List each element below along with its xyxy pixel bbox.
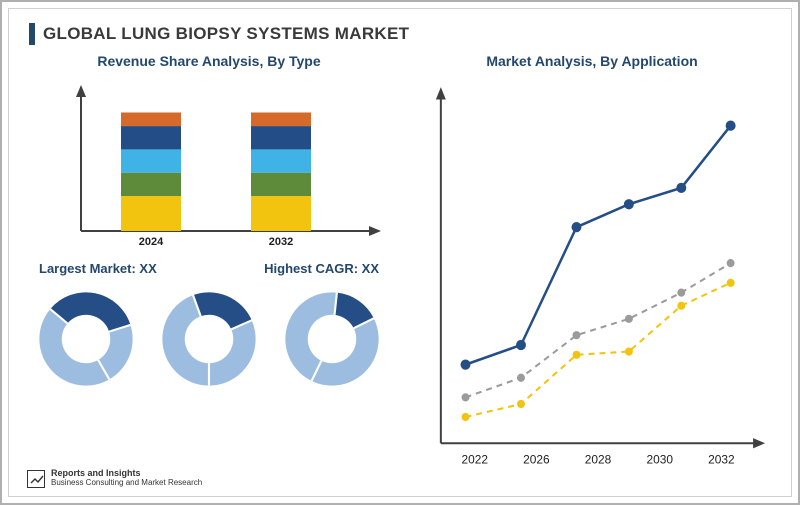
line-chart-heading: Market Analysis, By Application bbox=[413, 53, 771, 69]
donut-chart-3 bbox=[279, 286, 385, 392]
logo-sub: Business Consulting and Market Research bbox=[51, 478, 202, 487]
svg-text:2032: 2032 bbox=[269, 236, 293, 248]
content-grid: Revenue Share Analysis, By Type 2024 2032… bbox=[29, 53, 771, 478]
left-panel: Revenue Share Analysis, By Type 2024 2032… bbox=[29, 53, 389, 478]
bar-chart-heading: Revenue Share Analysis, By Type bbox=[29, 53, 389, 69]
svg-text:2024: 2024 bbox=[139, 236, 164, 248]
footer-logo: Reports and Insights Business Consulting… bbox=[27, 469, 202, 488]
page-frame-inner: GLOBAL LUNG BIOPSY SYSTEMS MARKET Revenu… bbox=[8, 8, 792, 497]
kpi-row: Largest Market: XX Highest CAGR: XX bbox=[29, 261, 389, 276]
page-title: GLOBAL LUNG BIOPSY SYSTEMS MARKET bbox=[43, 24, 409, 44]
donut-row bbox=[29, 286, 389, 392]
right-panel: Market Analysis, By Application 2022 2026… bbox=[413, 53, 771, 478]
stacked-bar-chart: 2024 2032 bbox=[29, 75, 389, 255]
kpi-largest-market: Largest Market: XX bbox=[39, 261, 157, 276]
page-frame-outer: GLOBAL LUNG BIOPSY SYSTEMS MARKET Revenu… bbox=[0, 0, 800, 505]
logo-mark-icon bbox=[27, 470, 45, 488]
svg-text:2030: 2030 bbox=[646, 453, 673, 467]
title-accent-bar bbox=[29, 23, 35, 45]
svg-text:2032: 2032 bbox=[708, 453, 735, 467]
donut-chart-2 bbox=[156, 286, 262, 392]
logo-text: Reports and Insights Business Consulting… bbox=[51, 469, 202, 488]
svg-text:2028: 2028 bbox=[585, 453, 612, 467]
svg-text:2026: 2026 bbox=[523, 453, 550, 467]
svg-text:2022: 2022 bbox=[461, 453, 488, 467]
line-chart: 2022 2026 2028 2030 2032 bbox=[413, 79, 771, 478]
kpi-highest-cagr: Highest CAGR: XX bbox=[264, 261, 379, 276]
donut-chart-1 bbox=[33, 286, 139, 392]
title-row: GLOBAL LUNG BIOPSY SYSTEMS MARKET bbox=[29, 23, 771, 45]
